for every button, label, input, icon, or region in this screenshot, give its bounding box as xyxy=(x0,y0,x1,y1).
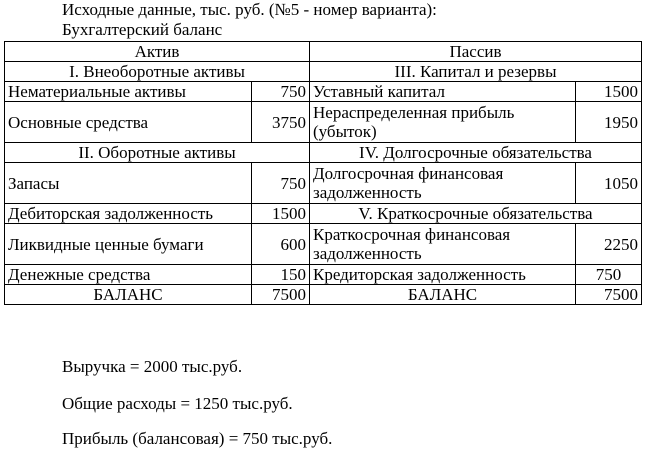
header-liability: Пассив xyxy=(308,41,643,62)
asset-section-title: I. Внеоборотные активы xyxy=(4,61,310,82)
heading-line-2: Бухгалтерский баланс xyxy=(62,20,223,39)
liability-label: Кредиторская задолженность xyxy=(309,264,576,285)
liability-label: Нераспределенная прибыль (убыток) xyxy=(309,101,576,143)
liability-section-title: V. Краткосрочные обязательства xyxy=(308,203,643,224)
liability-label: Долгосрочная финансовая задолженность xyxy=(309,162,576,204)
asset-label: Дебиторская задолженность xyxy=(4,203,252,224)
table-row: Ликвидные ценные бумаги 600 Краткосрочна… xyxy=(4,223,643,265)
liability-total-value: 7500 xyxy=(574,284,643,305)
asset-value: 600 xyxy=(251,223,310,265)
asset-value: 150 xyxy=(251,264,310,285)
asset-value: 750 xyxy=(251,81,310,102)
liability-value: 750 xyxy=(574,264,643,285)
expenses-line: Общие расходы = 1250 тыс.руб. xyxy=(62,394,293,413)
liability-total-label: БАЛАНС xyxy=(309,284,576,305)
table-header-row: Актив Пассив xyxy=(4,41,643,62)
table-row: Дебиторская задолженность 1500 V. Кратко… xyxy=(4,203,643,224)
header-asset: Актив xyxy=(4,41,310,62)
asset-label: Основные средства xyxy=(4,101,252,143)
asset-label: Нематериальные активы xyxy=(4,81,252,102)
asset-section-title: II. Оборотные активы xyxy=(4,142,310,163)
asset-value: 750 xyxy=(251,162,310,204)
asset-value: 1500 xyxy=(251,203,310,224)
asset-label: Ликвидные ценные бумаги xyxy=(4,223,252,265)
table-row: I. Внеоборотные активы III. Капитал и ре… xyxy=(4,61,643,82)
liability-value: 1050 xyxy=(574,162,643,204)
heading-line-1: Исходные данные, тыс. руб. (№5 - номер в… xyxy=(62,0,437,19)
asset-label: Денежные средства xyxy=(4,264,252,285)
asset-total-value: 7500 xyxy=(251,284,310,305)
asset-value: 3750 xyxy=(251,101,310,143)
liability-value: 2250 xyxy=(574,223,643,265)
liability-section-title: III. Капитал и резервы xyxy=(308,61,643,82)
table-row: Основные средства 3750 Нераспределенная … xyxy=(4,101,643,143)
liability-label: Уставный капитал xyxy=(309,81,576,102)
liability-section-title: IV. Долгосрочные обязательства xyxy=(308,142,643,163)
revenue-line: Выручка = 2000 тыс.руб. xyxy=(62,357,243,376)
asset-label: Запасы xyxy=(4,162,252,204)
table-row: II. Оборотные активы IV. Долгосрочные об… xyxy=(4,142,643,163)
liability-value: 1500 xyxy=(574,81,643,102)
table-row: Денежные средства 150 Кредиторская задол… xyxy=(4,264,643,285)
balance-total-row: БАЛАНС 7500 БАЛАНС 7500 xyxy=(4,284,643,305)
table-row: Нематериальные активы 750 Уставный капит… xyxy=(4,81,643,102)
liability-value: 1950 xyxy=(574,101,643,143)
liability-label: Краткосрочная финансовая задолженность xyxy=(309,223,576,265)
profit-line: Прибыль (балансовая) = 750 тыс.руб. xyxy=(62,429,333,448)
balance-sheet-table: Актив Пассив I. Внеоборотные активы III.… xyxy=(4,41,643,305)
table-row: Запасы 750 Долгосрочная финансовая задол… xyxy=(4,162,643,204)
asset-total-label: БАЛАНС xyxy=(4,284,252,305)
